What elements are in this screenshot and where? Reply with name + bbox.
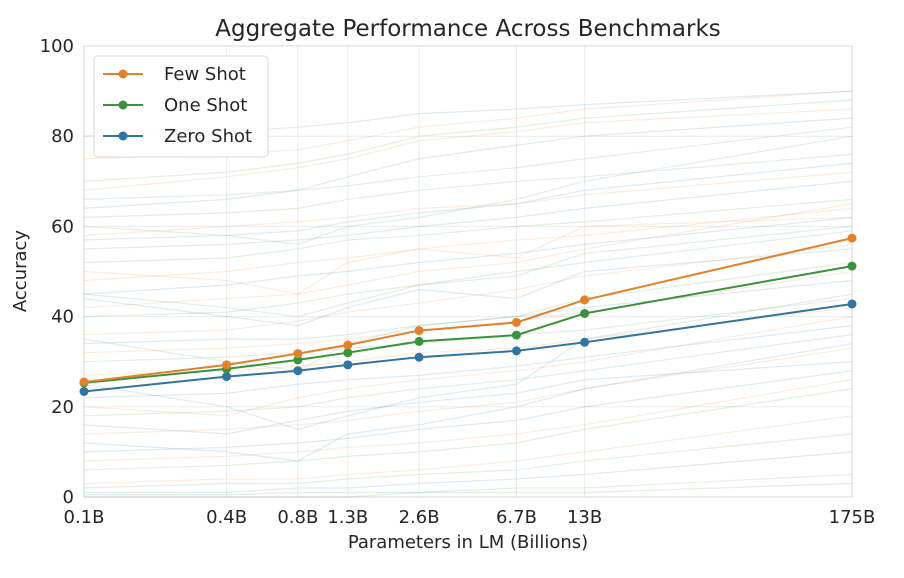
background-series-line bbox=[83, 216, 853, 295]
background-series-line bbox=[83, 99, 853, 182]
data-point bbox=[79, 377, 89, 387]
background-series-line bbox=[83, 108, 853, 191]
background-series-line bbox=[83, 415, 853, 485]
background-series-line bbox=[83, 306, 853, 376]
series-group bbox=[79, 233, 857, 396]
plot-frame bbox=[83, 45, 853, 498]
x-tick-label: 2.6B bbox=[399, 507, 440, 528]
data-point bbox=[222, 360, 232, 370]
background-series-line bbox=[83, 153, 853, 218]
background-series-line bbox=[83, 171, 853, 237]
legend-swatch-marker bbox=[118, 131, 128, 141]
background-series-line bbox=[83, 361, 853, 435]
data-point bbox=[293, 349, 303, 359]
chart-title: Aggregate Performance Across Benchmarks bbox=[215, 16, 721, 42]
background-series-line bbox=[83, 270, 853, 354]
data-point bbox=[343, 340, 353, 350]
legend-box bbox=[93, 55, 269, 158]
data-point bbox=[414, 352, 424, 362]
data-point bbox=[79, 386, 89, 396]
series-line bbox=[83, 265, 853, 384]
x-tick-label: 0.8B bbox=[277, 507, 318, 528]
data-point bbox=[580, 308, 590, 318]
data-point bbox=[511, 346, 521, 356]
x-tick-label: 0.1B bbox=[64, 507, 105, 528]
background-series-line bbox=[83, 198, 853, 264]
data-point bbox=[343, 348, 353, 358]
background-series-line bbox=[83, 293, 853, 430]
series-line bbox=[83, 237, 853, 383]
background-series-line bbox=[83, 180, 853, 250]
x-tick-label: 13B bbox=[567, 507, 602, 528]
background-series bbox=[83, 90, 853, 498]
data-point bbox=[847, 233, 857, 243]
background-series-line bbox=[83, 388, 853, 471]
data-point bbox=[293, 366, 303, 376]
data-point bbox=[580, 295, 590, 305]
background-series-line bbox=[83, 370, 853, 453]
legend-label: Few Shot bbox=[164, 64, 246, 85]
background-series-line bbox=[83, 248, 853, 327]
series-line bbox=[83, 302, 853, 393]
background-series-line bbox=[83, 225, 853, 318]
y-tick-label: 100 bbox=[40, 36, 74, 57]
x-axis-label: Parameters in LM (Billions) bbox=[348, 532, 588, 553]
background-series-line bbox=[83, 162, 853, 241]
data-point bbox=[414, 326, 424, 336]
legend-swatch-marker bbox=[118, 69, 128, 79]
legend-label: Zero Shot bbox=[164, 126, 252, 147]
legend-label: One Shot bbox=[164, 95, 247, 116]
background-series-line bbox=[83, 334, 853, 417]
y-tick-label: 80 bbox=[51, 126, 74, 147]
data-point bbox=[580, 337, 590, 347]
data-point bbox=[343, 360, 353, 370]
background-series-line bbox=[83, 216, 853, 295]
x-tick-label: 1.3B bbox=[327, 507, 368, 528]
y-tick-label: 20 bbox=[51, 397, 74, 418]
background-series-line bbox=[83, 135, 853, 246]
y-tick-label: 0 bbox=[63, 487, 74, 508]
x-tick-label: 0.4B bbox=[206, 507, 247, 528]
background-series-line bbox=[83, 126, 853, 200]
background-series-line bbox=[83, 207, 853, 282]
legend: Few Shot One Shot Zero Shot bbox=[93, 55, 269, 158]
background-series-line bbox=[84, 482, 853, 498]
y-tick-label: 60 bbox=[51, 216, 74, 237]
background-series-line bbox=[83, 279, 853, 345]
background-series-line bbox=[83, 117, 853, 209]
y-tick-label: 40 bbox=[51, 307, 74, 328]
data-point bbox=[222, 372, 232, 382]
y-axis-ticks: 0 20 40 60 80 100 bbox=[40, 36, 74, 508]
background-series-line bbox=[84, 473, 853, 496]
x-axis-ticks: 0.1B 0.4B 0.8B 1.3B 2.6B 6.7B 13B 175B bbox=[64, 507, 876, 528]
data-point bbox=[847, 261, 857, 271]
background-series-line bbox=[83, 347, 853, 435]
background-series-line bbox=[83, 297, 853, 363]
background-series-line bbox=[83, 343, 853, 462]
background-series-line bbox=[83, 203, 853, 309]
background-series-line bbox=[83, 243, 853, 336]
data-point bbox=[847, 299, 857, 309]
data-point bbox=[511, 317, 521, 327]
data-point bbox=[414, 336, 424, 346]
x-tick-label: 175B bbox=[829, 507, 876, 528]
background-series-line bbox=[83, 433, 853, 489]
y-axis-label: Accuracy bbox=[10, 230, 31, 313]
background-series-line bbox=[83, 230, 853, 318]
background-series-line bbox=[84, 451, 853, 494]
data-point bbox=[511, 330, 521, 340]
x-tick-label: 6.7B bbox=[496, 507, 537, 528]
legend-swatch-marker bbox=[118, 100, 128, 110]
background-series-line bbox=[83, 379, 853, 462]
data-point bbox=[293, 355, 303, 365]
background-series-line bbox=[83, 325, 853, 399]
background-series-line bbox=[83, 316, 853, 417]
